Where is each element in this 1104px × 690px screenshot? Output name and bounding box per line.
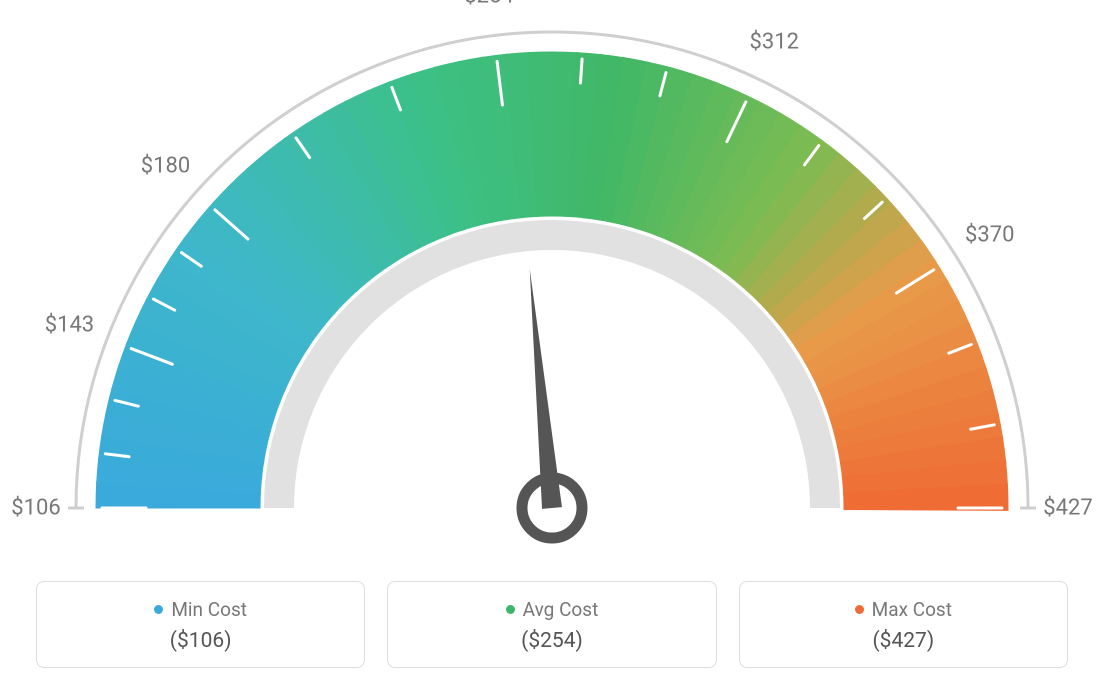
card-label: Min Cost [171,598,247,621]
dot-icon [506,605,515,614]
gauge-tick-label: $106 [11,496,60,521]
card-label: Avg Cost [523,598,599,621]
max-cost-card: Max Cost ($427) [739,581,1068,668]
avg-cost-card: Avg Cost ($254) [387,581,716,668]
gauge-tick-label: $312 [750,30,799,55]
gauge-tick-label: $143 [45,313,94,338]
gauge-tick-label: $370 [965,222,1014,247]
gauge-svg [0,0,1104,560]
gauge-tick-label: $427 [1043,496,1092,521]
dot-icon [855,605,864,614]
card-label-row: Min Cost [55,598,346,621]
card-value: ($106) [55,629,346,653]
card-label-row: Avg Cost [406,598,697,621]
min-cost-card: Min Cost ($106) [36,581,365,668]
gauge-tick-label: $254 [464,0,513,8]
card-value: ($254) [406,629,697,653]
card-label: Max Cost [872,598,952,621]
summary-cards: Min Cost ($106) Avg Cost ($254) Max Cost… [36,581,1068,668]
card-value: ($427) [758,629,1049,653]
dot-icon [154,605,163,614]
cost-gauge: $106 $143 $180 $254 $312 $370 $427 [0,0,1104,560]
card-label-row: Max Cost [758,598,1049,621]
gauge-tick-label: $180 [141,154,190,179]
